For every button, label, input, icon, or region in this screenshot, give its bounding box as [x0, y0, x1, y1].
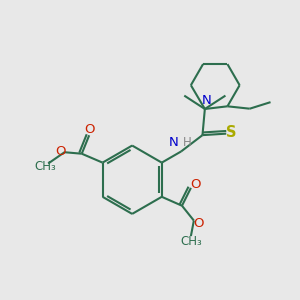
Text: S: S	[226, 125, 237, 140]
Text: O: O	[84, 123, 94, 136]
Text: O: O	[190, 178, 201, 191]
Text: O: O	[193, 217, 204, 230]
Text: H: H	[183, 136, 191, 148]
Text: CH₃: CH₃	[34, 160, 56, 173]
Text: N: N	[168, 136, 178, 148]
Text: CH₃: CH₃	[180, 235, 202, 248]
Text: N: N	[202, 94, 211, 106]
Text: O: O	[55, 145, 65, 158]
